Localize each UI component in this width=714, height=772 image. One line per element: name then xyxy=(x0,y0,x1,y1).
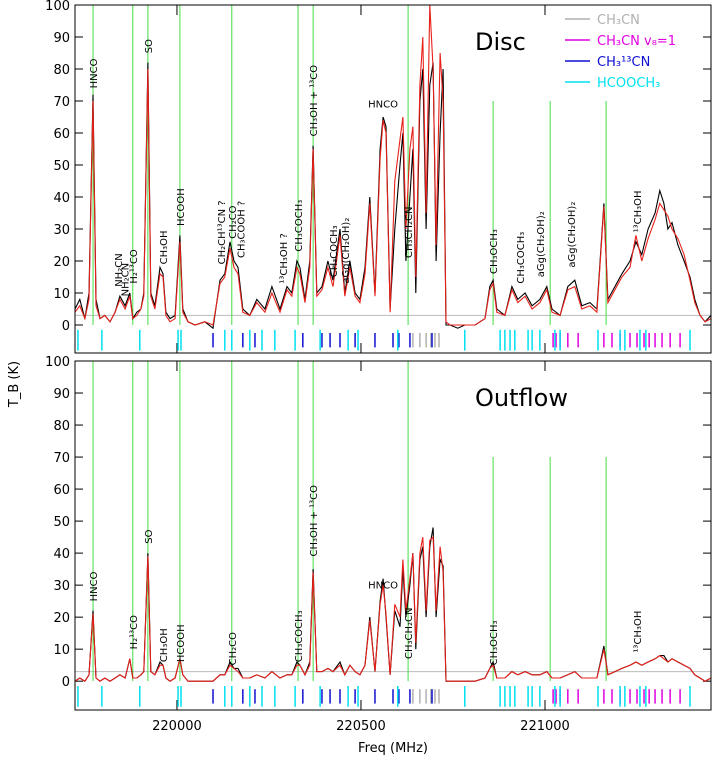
x-tick-label: 221000 xyxy=(520,719,570,734)
y-tick-label: 60 xyxy=(53,127,70,142)
annotation: CH₂CO xyxy=(228,205,239,238)
annotation: CH₃COCH₃ xyxy=(516,232,527,284)
annotation: HNCO xyxy=(89,571,100,601)
annotation: aGg(CH₂OH)₂ xyxy=(567,202,578,268)
annotation: NH₂CN xyxy=(114,253,125,286)
legend-label: CH₃CN xyxy=(597,13,640,28)
y-tick-label: 80 xyxy=(53,63,70,78)
annotation: CH₃COCH₃ xyxy=(294,610,305,662)
y-tick-label: 0 xyxy=(62,319,70,334)
annotation: ¹³CH₃OH xyxy=(633,611,644,653)
annotation: CH₃OH xyxy=(159,230,170,264)
spectrum xyxy=(75,62,711,330)
y-tick-label: 70 xyxy=(53,95,70,110)
annotation: HNCO xyxy=(368,100,398,111)
y-tick-label: 80 xyxy=(53,419,70,434)
annotation: aGg(CH₂OH)₂ xyxy=(341,218,352,284)
y-tick-label: 10 xyxy=(53,287,70,302)
annotation: CH₂CH¹³CN ? xyxy=(217,200,228,264)
annotation: SO xyxy=(144,39,155,53)
y-tick-label: 40 xyxy=(53,547,70,562)
spectrum xyxy=(75,5,711,326)
annotation: CH₃OH + ¹³CO xyxy=(309,65,320,137)
annotation: aGg(CH₂OH)₂ xyxy=(536,211,547,277)
y-tick-label: 30 xyxy=(53,223,70,238)
annotation: H₂¹³CO xyxy=(129,615,140,650)
y-tick-label: 10 xyxy=(53,643,70,658)
y-tick-label: 100 xyxy=(45,355,70,370)
annotation: CH₃COOH ? xyxy=(236,201,247,258)
annotation: CH₃CH₂CN xyxy=(404,607,415,658)
y-axis-label: T_B (K) xyxy=(7,361,22,408)
panel-title: Outflow xyxy=(475,384,568,412)
annotation: NH₂CN xyxy=(121,263,132,296)
y-tick-label: 90 xyxy=(53,31,70,46)
x-axis-label: Freq (MHz) xyxy=(358,741,428,756)
annotation: CH₃COCH₃ xyxy=(294,200,305,252)
legend-label: CH₃CN v₈=1 xyxy=(597,34,676,49)
y-tick-label: 100 xyxy=(45,0,70,14)
plot-frame xyxy=(74,360,712,711)
y-tick-label: 20 xyxy=(53,255,70,270)
annotation: HCOOH xyxy=(176,624,187,662)
x-tick-label: 220000 xyxy=(152,719,202,734)
annotation: HNCO xyxy=(89,58,100,88)
plot-frame xyxy=(74,4,712,354)
annotation: SO xyxy=(144,529,155,543)
annotation: CH₃COCH₃ xyxy=(329,225,340,277)
y-tick-label: 30 xyxy=(53,579,70,594)
annotation: HCOOH xyxy=(176,188,187,226)
y-tick-label: 20 xyxy=(53,611,70,626)
spectrum xyxy=(75,535,711,682)
annotation: CH₃OCH₃ xyxy=(489,229,500,274)
annotation: CH₃OH xyxy=(159,628,170,662)
spectrum xyxy=(75,527,711,682)
x-tick-label: 220500 xyxy=(336,719,386,734)
panel-title: Disc xyxy=(475,28,526,56)
y-tick-label: 50 xyxy=(53,515,70,530)
y-tick-label: 40 xyxy=(53,191,70,206)
y-tick-label: 90 xyxy=(53,387,70,402)
annotation: CH₃OCH₃ xyxy=(489,620,500,665)
y-tick-label: 70 xyxy=(53,451,70,466)
annotation: CH₂CO xyxy=(228,632,239,665)
legend-label: CH₃¹³CN xyxy=(597,55,650,70)
annotation: ¹³CH₃OH xyxy=(633,190,644,232)
y-tick-label: 50 xyxy=(53,159,70,174)
annotation: ¹³CH₃OH ? xyxy=(279,233,290,283)
y-tick-label: 0 xyxy=(62,675,70,690)
legend-label: HCOOCH₃ xyxy=(597,76,660,91)
annotation: CH₃CH₂CN xyxy=(404,207,415,258)
annotation: H₂¹³CO xyxy=(129,249,140,284)
annotation: CH₃OH + ¹³CO xyxy=(309,485,320,557)
y-tick-label: 60 xyxy=(53,483,70,498)
annotation: HNCO xyxy=(368,581,398,592)
